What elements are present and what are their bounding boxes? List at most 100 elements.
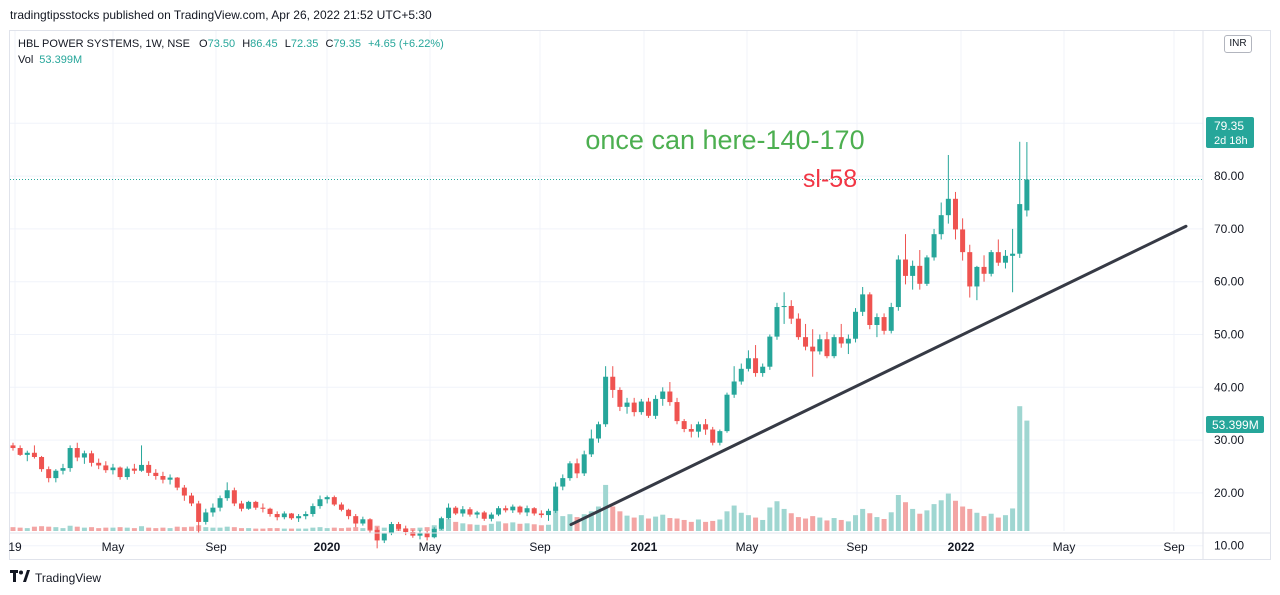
volume-bar [853,515,859,531]
candle-body [17,448,23,455]
candle-body [803,337,809,347]
volume-bar [774,501,780,531]
volume-bar [53,527,59,531]
candle-body [288,513,294,519]
candle-body [903,259,908,276]
volume-bar [424,527,430,531]
candle-body [645,401,651,416]
price-tag-value: 79.35 [1214,119,1244,133]
volume-bar [517,523,523,531]
volume-bar [874,517,880,531]
candle-body [524,508,530,513]
candle-body [681,421,687,430]
tradingview-logo-icon[interactable] [10,570,30,585]
candle-body [710,429,716,443]
volume-bar [781,508,787,531]
candle-body [760,366,766,374]
volume-bar [139,526,145,531]
volume-bar [924,510,930,531]
candle-body [31,452,37,457]
volume-bar [546,524,551,531]
candle-body [124,468,130,478]
volume-tag-value: 53.399M [1212,418,1259,432]
candle-body [281,513,287,518]
candle-body [131,468,137,471]
footer: TradingView [10,570,101,585]
volume-bar [224,526,230,531]
x-tick-label: May [102,540,125,554]
candle-body [246,501,252,509]
volume-bar [331,527,337,531]
candle-body [638,401,644,413]
candle-body [367,519,373,530]
candle-body [481,512,487,519]
candle-body [774,307,780,337]
volume-bar [324,528,330,531]
volume-bar [153,528,159,531]
volume-bar [488,523,494,531]
candle-body [631,402,637,413]
volume-bar [110,527,116,531]
volume-bar [788,513,794,531]
tradingview-brand[interactable]: TradingView [35,570,102,585]
volume-bar [667,518,673,531]
y-tick-label: 50.00 [1214,328,1244,342]
candle-body [10,445,16,449]
chart-legend: HBL POWER SYSTEMS, 1W, NSE O73.50 H86.45… [18,36,444,68]
volume-bar [453,521,459,531]
volume-bar [553,508,559,531]
candle-body [60,468,66,471]
candle-body [831,337,837,357]
x-tick-label: 2022 [948,540,975,554]
candle-body [617,389,623,407]
candle-body [381,533,387,541]
volume-bar [181,527,187,531]
candle-body [731,381,737,395]
y-tick-label: 70.00 [1214,222,1244,236]
candle-body [117,467,123,478]
candle-body [695,424,701,432]
y-tick-label: 80.00 [1214,169,1244,183]
candle-body [203,512,209,522]
candle-body [303,514,309,517]
volume-bar [31,526,37,531]
candle-body [81,453,87,458]
price-tag-countdown: 2d 18h [1214,135,1248,147]
candle-body [610,376,616,390]
candle-body [24,452,30,455]
chart-frame[interactable] [9,30,1271,560]
volume-bar [674,518,680,531]
volume-bar [617,511,623,531]
candle-body [331,497,337,505]
currency-button[interactable]: INR [1224,35,1252,53]
candle-body [967,252,973,287]
volume-bar [581,514,587,531]
candle-body [995,252,1001,263]
axes: 90.0080.0070.0060.0050.0040.0030.0020.00… [8,31,1270,559]
volume-bar [274,528,280,531]
candle-body [917,265,923,284]
volume-bar [96,528,102,531]
volume-bar [795,517,801,531]
candle-body [374,529,380,541]
candle-body [603,376,609,425]
candle-body [938,215,944,235]
volume-bar [938,500,944,531]
candle-body [196,503,202,522]
candle-body [167,477,173,480]
candle-body [474,512,480,515]
change-value: +4.65 (+6.22%) [368,38,444,50]
volume-bar [824,520,830,531]
volume-bar [446,519,452,531]
volume-bar [189,526,194,531]
volume-bar [474,524,480,531]
volume-bar [845,521,851,531]
open-label: O [199,38,208,50]
volume-bar [1002,515,1008,531]
y-tick-label: 60.00 [1214,275,1244,289]
volume-bar [310,527,316,531]
volume-bar [638,515,644,531]
volume-bar [503,523,509,531]
x-tick-label: Sep [846,540,868,554]
